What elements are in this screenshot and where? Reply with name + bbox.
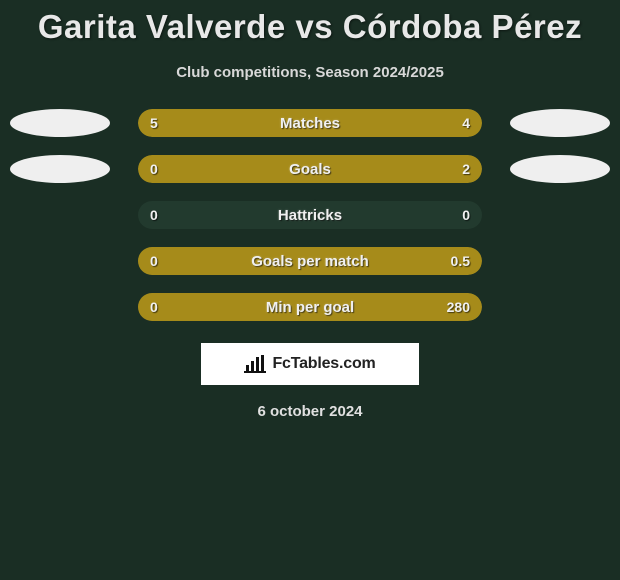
stat-label: Min per goal xyxy=(138,293,482,321)
brand-box[interactable]: FcTables.com xyxy=(201,343,419,385)
stat-value-right: 280 xyxy=(447,293,470,321)
stat-value-right: 2 xyxy=(462,155,470,183)
left-team-oval xyxy=(10,155,110,183)
stat-value-right: 4 xyxy=(462,109,470,137)
right-team-oval xyxy=(510,109,610,137)
date-text: 6 october 2024 xyxy=(0,403,620,420)
subtitle: Club competitions, Season 2024/2025 xyxy=(0,64,620,81)
stat-bar: 5Matches4 xyxy=(138,109,482,137)
left-team-oval xyxy=(10,109,110,137)
stat-row: 0Goals2 xyxy=(0,155,620,183)
stat-row: 0Goals per match0.5 xyxy=(0,247,620,275)
stat-row: 0Min per goal280 xyxy=(0,293,620,321)
stat-bar: 0Goals2 xyxy=(138,155,482,183)
bar-chart-icon xyxy=(244,355,266,373)
right-team-oval xyxy=(510,155,610,183)
stat-value-right: 0 xyxy=(462,201,470,229)
brand-text: FcTables.com xyxy=(272,355,375,373)
stat-label: Goals xyxy=(138,155,482,183)
stat-bar: 0Goals per match0.5 xyxy=(138,247,482,275)
stat-bar: 0Min per goal280 xyxy=(138,293,482,321)
stat-row: 0Hattricks0 xyxy=(0,201,620,229)
stat-bar: 0Hattricks0 xyxy=(138,201,482,229)
stat-label: Hattricks xyxy=(138,201,482,229)
page-title: Garita Valverde vs Córdoba Pérez xyxy=(0,0,620,46)
stats-container: 5Matches40Goals20Hattricks00Goals per ma… xyxy=(0,109,620,321)
stat-label: Matches xyxy=(138,109,482,137)
stat-label: Goals per match xyxy=(138,247,482,275)
stat-value-right: 0.5 xyxy=(451,247,470,275)
stat-row: 5Matches4 xyxy=(0,109,620,137)
